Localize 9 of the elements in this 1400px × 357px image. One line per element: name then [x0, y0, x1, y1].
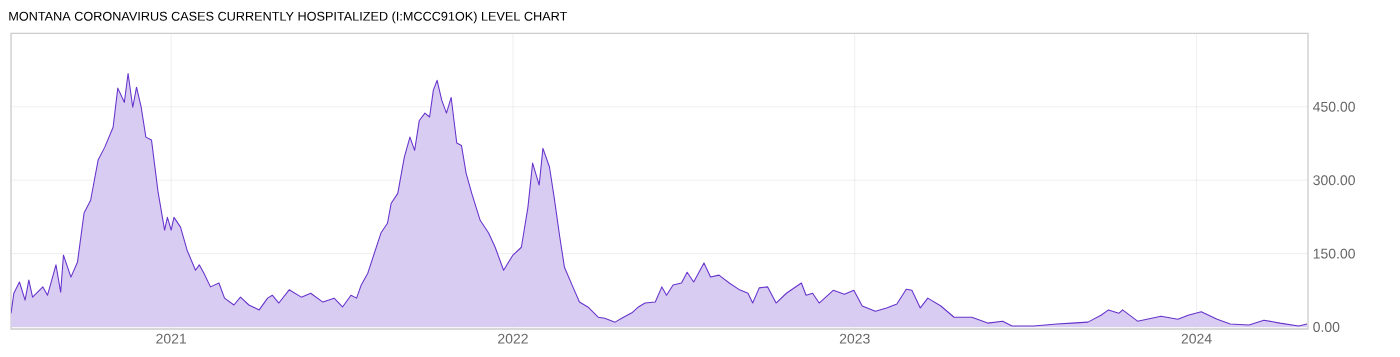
- x-tick-label: 2022: [498, 333, 528, 344]
- x-tick-label: 2023: [839, 333, 870, 344]
- y-tick-label: 300.00: [1313, 175, 1355, 186]
- chart-title: MONTANA CORONAVIRUS CASES CURRENTLY HOSPITALIZED (I:MCCC91OK) LEVEL CHART: [9, 11, 568, 24]
- x-tick-label: 2024: [1181, 333, 1212, 344]
- y-tick-label: 150.00: [1313, 248, 1355, 259]
- y-tick-label: 450.00: [1313, 101, 1355, 112]
- y-tick-label: 0.00: [1313, 322, 1340, 332]
- x-tick-label: 2021: [156, 333, 187, 344]
